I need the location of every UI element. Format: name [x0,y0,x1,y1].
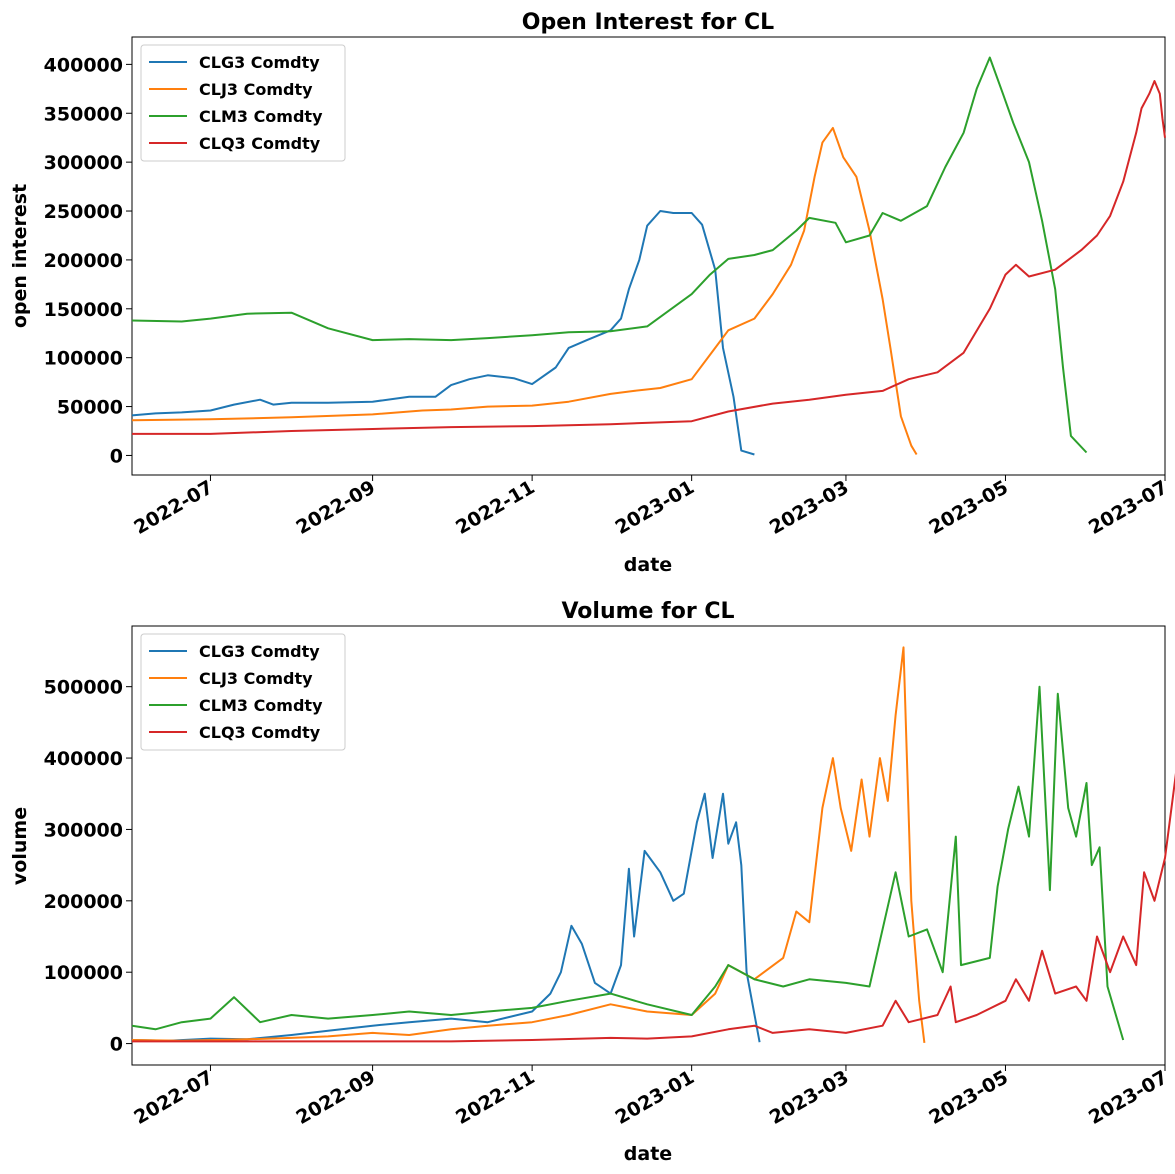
volume-chart: Volume for CL 0 100000 200000 300000 400000 5… [9,599,1175,1165]
plot-frame [131,625,1166,1066]
legend-label: CLQ3 Comdty [199,134,321,153]
plot-frame [131,36,1166,476]
x-tick-label: 2022-09 [293,1066,380,1129]
open-interest-chart: Open Interest for CL 0 50000 100000 150000 2… [9,10,1172,576]
y-tick-label: 400000 [44,54,123,76]
y-tick-label: 500000 [44,677,123,699]
series-line-clq3 [132,80,1166,435]
x-tick-label: 2022-07 [130,476,217,539]
legend-label: CLM3 Comdty [199,696,323,715]
y-tick-label: 250000 [44,201,123,223]
y-tick-label: 100000 [44,348,123,370]
y-tick-label: 200000 [44,891,123,913]
series-line-clm3 [131,685,1125,1041]
y-tick-label: 350000 [44,103,123,125]
legend-label: CLJ3 Comdty [199,80,313,99]
y-tick-label: 0 [110,445,123,467]
y-tick-label: 0 [110,1034,123,1056]
series-line-clg3 [131,210,755,456]
y-tick-label: 150000 [44,299,123,321]
y-ticks: 0 50000 100000 150000 200000 250000 300000 3500… [44,54,132,467]
y-ticks: 0 100000 200000 300000 400000 500000 [44,677,132,1056]
x-tick-label: 2023-03 [766,476,853,539]
x-tick-label: 2022-11 [452,1066,539,1129]
chart-title: Open Interest for CL [522,10,774,35]
x-tick-label: 2023-01 [612,476,699,539]
legend-label: CLM3 Comdty [199,107,323,126]
x-axis-label: date [624,554,672,576]
x-tick-label: 2022-07 [130,1066,217,1129]
legend-label: CLG3 Comdty [199,642,320,661]
series-line-clm3 [131,56,1088,454]
x-tick-label: 2023-05 [925,476,1012,539]
y-tick-label: 300000 [44,819,123,841]
x-tick-label: 2023-07 [1085,1066,1172,1129]
legend-box [140,633,346,751]
chart-title: Volume for CL [561,599,734,624]
legend: CLG3 Comdty CLJ3 Comdty CLM3 Comdty CLQ3 Co… [140,44,346,162]
legend-box [140,44,346,162]
x-ticks: 2022-07 2022-09 2022-11 2023-01 2023-03 2023-… [130,475,1172,539]
y-tick-label: 100000 [44,962,123,984]
y-tick-label: 200000 [44,250,123,272]
x-axis-label: date [624,1143,672,1165]
x-tick-label: 2023-05 [925,1066,1012,1129]
x-tick-label: 2022-09 [293,476,380,539]
y-tick-label: 50000 [57,397,123,419]
series-line-clq3 [132,772,1175,1043]
y-tick-label: 300000 [44,152,123,174]
x-tick-label: 2022-11 [452,476,539,539]
legend-label: CLG3 Comdty [199,53,320,72]
legend: CLG3 Comdty CLJ3 Comdty CLM3 Comdty CLQ3 Co… [140,633,346,751]
series-lines [131,56,1166,456]
x-tick-label: 2023-07 [1085,476,1172,539]
legend-label: CLQ3 Comdty [199,723,321,742]
legend-label: CLJ3 Comdty [199,669,313,688]
y-axis-label: volume [9,807,31,885]
x-ticks: 2022-07 2022-09 2022-11 2023-01 2023-03 2023-… [130,1065,1172,1129]
y-tick-label: 400000 [44,748,123,770]
series-lines [131,646,1175,1044]
x-tick-label: 2023-03 [766,1066,853,1129]
series-line-clj3 [131,126,918,456]
x-tick-label: 2023-01 [612,1066,699,1129]
y-axis-label: open interest [9,184,31,328]
